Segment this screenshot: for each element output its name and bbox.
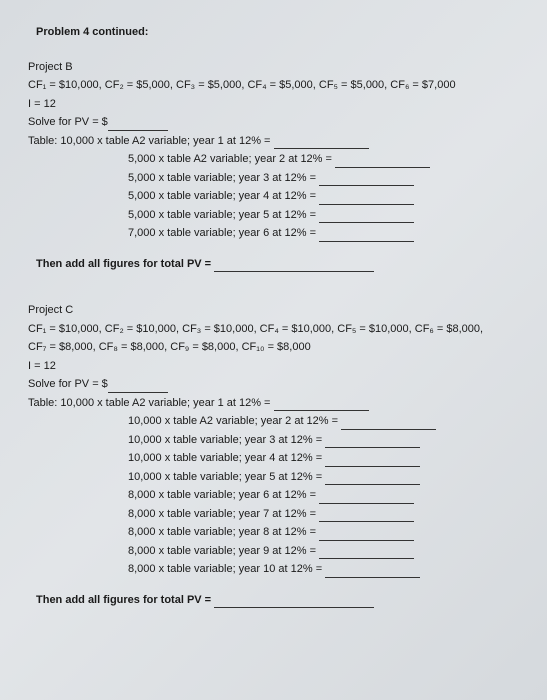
project-c-table-row-2: 10,000 x table A2 variable; year 2 at 12… (128, 413, 517, 430)
row-text: 8,000 x table variable; year 9 at 12% = (128, 545, 316, 557)
table-prefix: Table: (28, 135, 60, 147)
project-c-cf2: CF₇ = $8,000, CF₈ = $8,000, CF₉ = $8,000… (28, 339, 517, 356)
blank-field (274, 410, 369, 411)
project-c-table-row-7: 8,000 x table variable; year 7 at 12% = (128, 506, 517, 523)
project-b-table-row-2: 5,000 x table A2 variable; year 2 at 12%… (128, 151, 517, 168)
row-text: 8,000 x table variable; year 7 at 12% = (128, 508, 316, 520)
project-c-total: Then add all figures for total PV = (36, 592, 517, 609)
row-text: 7,000 x table variable; year 6 at 12% = (128, 227, 316, 239)
project-c-table-row-8: 8,000 x table variable; year 8 at 12% = (128, 524, 517, 541)
blank-field (319, 503, 414, 504)
blank-field (319, 521, 414, 522)
blank-field (319, 222, 414, 223)
row-text: 5,000 x table variable; year 3 at 12% = (128, 172, 316, 184)
row-text: 10,000 x table variable; year 3 at 12% = (128, 434, 322, 446)
blank-field (214, 271, 374, 272)
project-c-table-row-10: 8,000 x table variable; year 10 at 12% = (128, 561, 517, 578)
blank-field (325, 577, 420, 578)
project-b-table-row-1: Table: 10,000 x table A2 variable; year … (28, 133, 517, 150)
project-b-table-row-5: 5,000 x table variable; year 5 at 12% = (128, 207, 517, 224)
project-c-table-row-4: 10,000 x table variable; year 4 at 12% = (128, 450, 517, 467)
table-prefix: Table: (28, 397, 60, 409)
blank-field (319, 558, 414, 559)
blank-field (325, 484, 420, 485)
project-c-table-row-9: 8,000 x table variable; year 9 at 12% = (128, 543, 517, 560)
total-label: Then add all figures for total PV = (36, 258, 211, 270)
blank-field (319, 540, 414, 541)
row-text: 10,000 x table variable; year 4 at 12% = (128, 452, 322, 464)
blank-field (214, 607, 374, 608)
row-text: 8,000 x table variable; year 6 at 12% = (128, 489, 316, 501)
row-text: 10,000 x table variable; year 5 at 12% = (128, 471, 322, 483)
project-b-table-row-3: 5,000 x table variable; year 3 at 12% = (128, 170, 517, 187)
blank-field (325, 447, 420, 448)
blank-field (274, 148, 369, 149)
blank-field (341, 429, 436, 430)
row-text: 5,000 x table variable; year 5 at 12% = (128, 209, 316, 221)
project-c-header: Project C (28, 302, 517, 319)
blank-field (319, 185, 414, 186)
row-text: 10,000 x table A2 variable; year 2 at 12… (128, 415, 338, 427)
blank-field (108, 130, 168, 131)
solve-label: Solve for PV = $ (28, 116, 108, 128)
solve-label: Solve for PV = $ (28, 378, 108, 390)
project-b-cf: CF₁ = $10,000, CF₂ = $5,000, CF₃ = $5,00… (28, 77, 517, 94)
row-text: 10,000 x table A2 variable; year 1 at 12… (60, 397, 270, 409)
project-c-table-row-5: 10,000 x table variable; year 5 at 12% = (128, 469, 517, 486)
blank-field (319, 241, 414, 242)
blank-field (108, 392, 168, 393)
project-b-header: Project B (28, 59, 517, 76)
row-text: 5,000 x table variable; year 4 at 12% = (128, 190, 316, 202)
project-c-i: I = 12 (28, 358, 517, 375)
project-b-i: I = 12 (28, 96, 517, 113)
row-text: 8,000 x table variable; year 8 at 12% = (128, 526, 316, 538)
page-title: Problem 4 continued: (36, 24, 517, 41)
project-b-total: Then add all figures for total PV = (36, 256, 517, 273)
project-c-cf1: CF₁ = $10,000, CF₂ = $10,000, CF₃ = $10,… (28, 321, 517, 338)
project-c-table-row-3: 10,000 x table variable; year 3 at 12% = (128, 432, 517, 449)
blank-field (335, 167, 430, 168)
project-c-table-row-6: 8,000 x table variable; year 6 at 12% = (128, 487, 517, 504)
blank-field (319, 204, 414, 205)
project-c-solve: Solve for PV = $ (28, 376, 517, 393)
blank-field (325, 466, 420, 467)
project-b-table-row-6: 7,000 x table variable; year 6 at 12% = (128, 225, 517, 242)
total-label: Then add all figures for total PV = (36, 594, 211, 606)
row-text: 10,000 x table A2 variable; year 1 at 12… (60, 135, 270, 147)
row-text: 5,000 x table A2 variable; year 2 at 12%… (128, 153, 332, 165)
row-text: 8,000 x table variable; year 10 at 12% = (128, 563, 322, 575)
project-b-table-row-4: 5,000 x table variable; year 4 at 12% = (128, 188, 517, 205)
project-b-solve: Solve for PV = $ (28, 114, 517, 131)
project-c-table-row-1: Table: 10,000 x table A2 variable; year … (28, 395, 517, 412)
